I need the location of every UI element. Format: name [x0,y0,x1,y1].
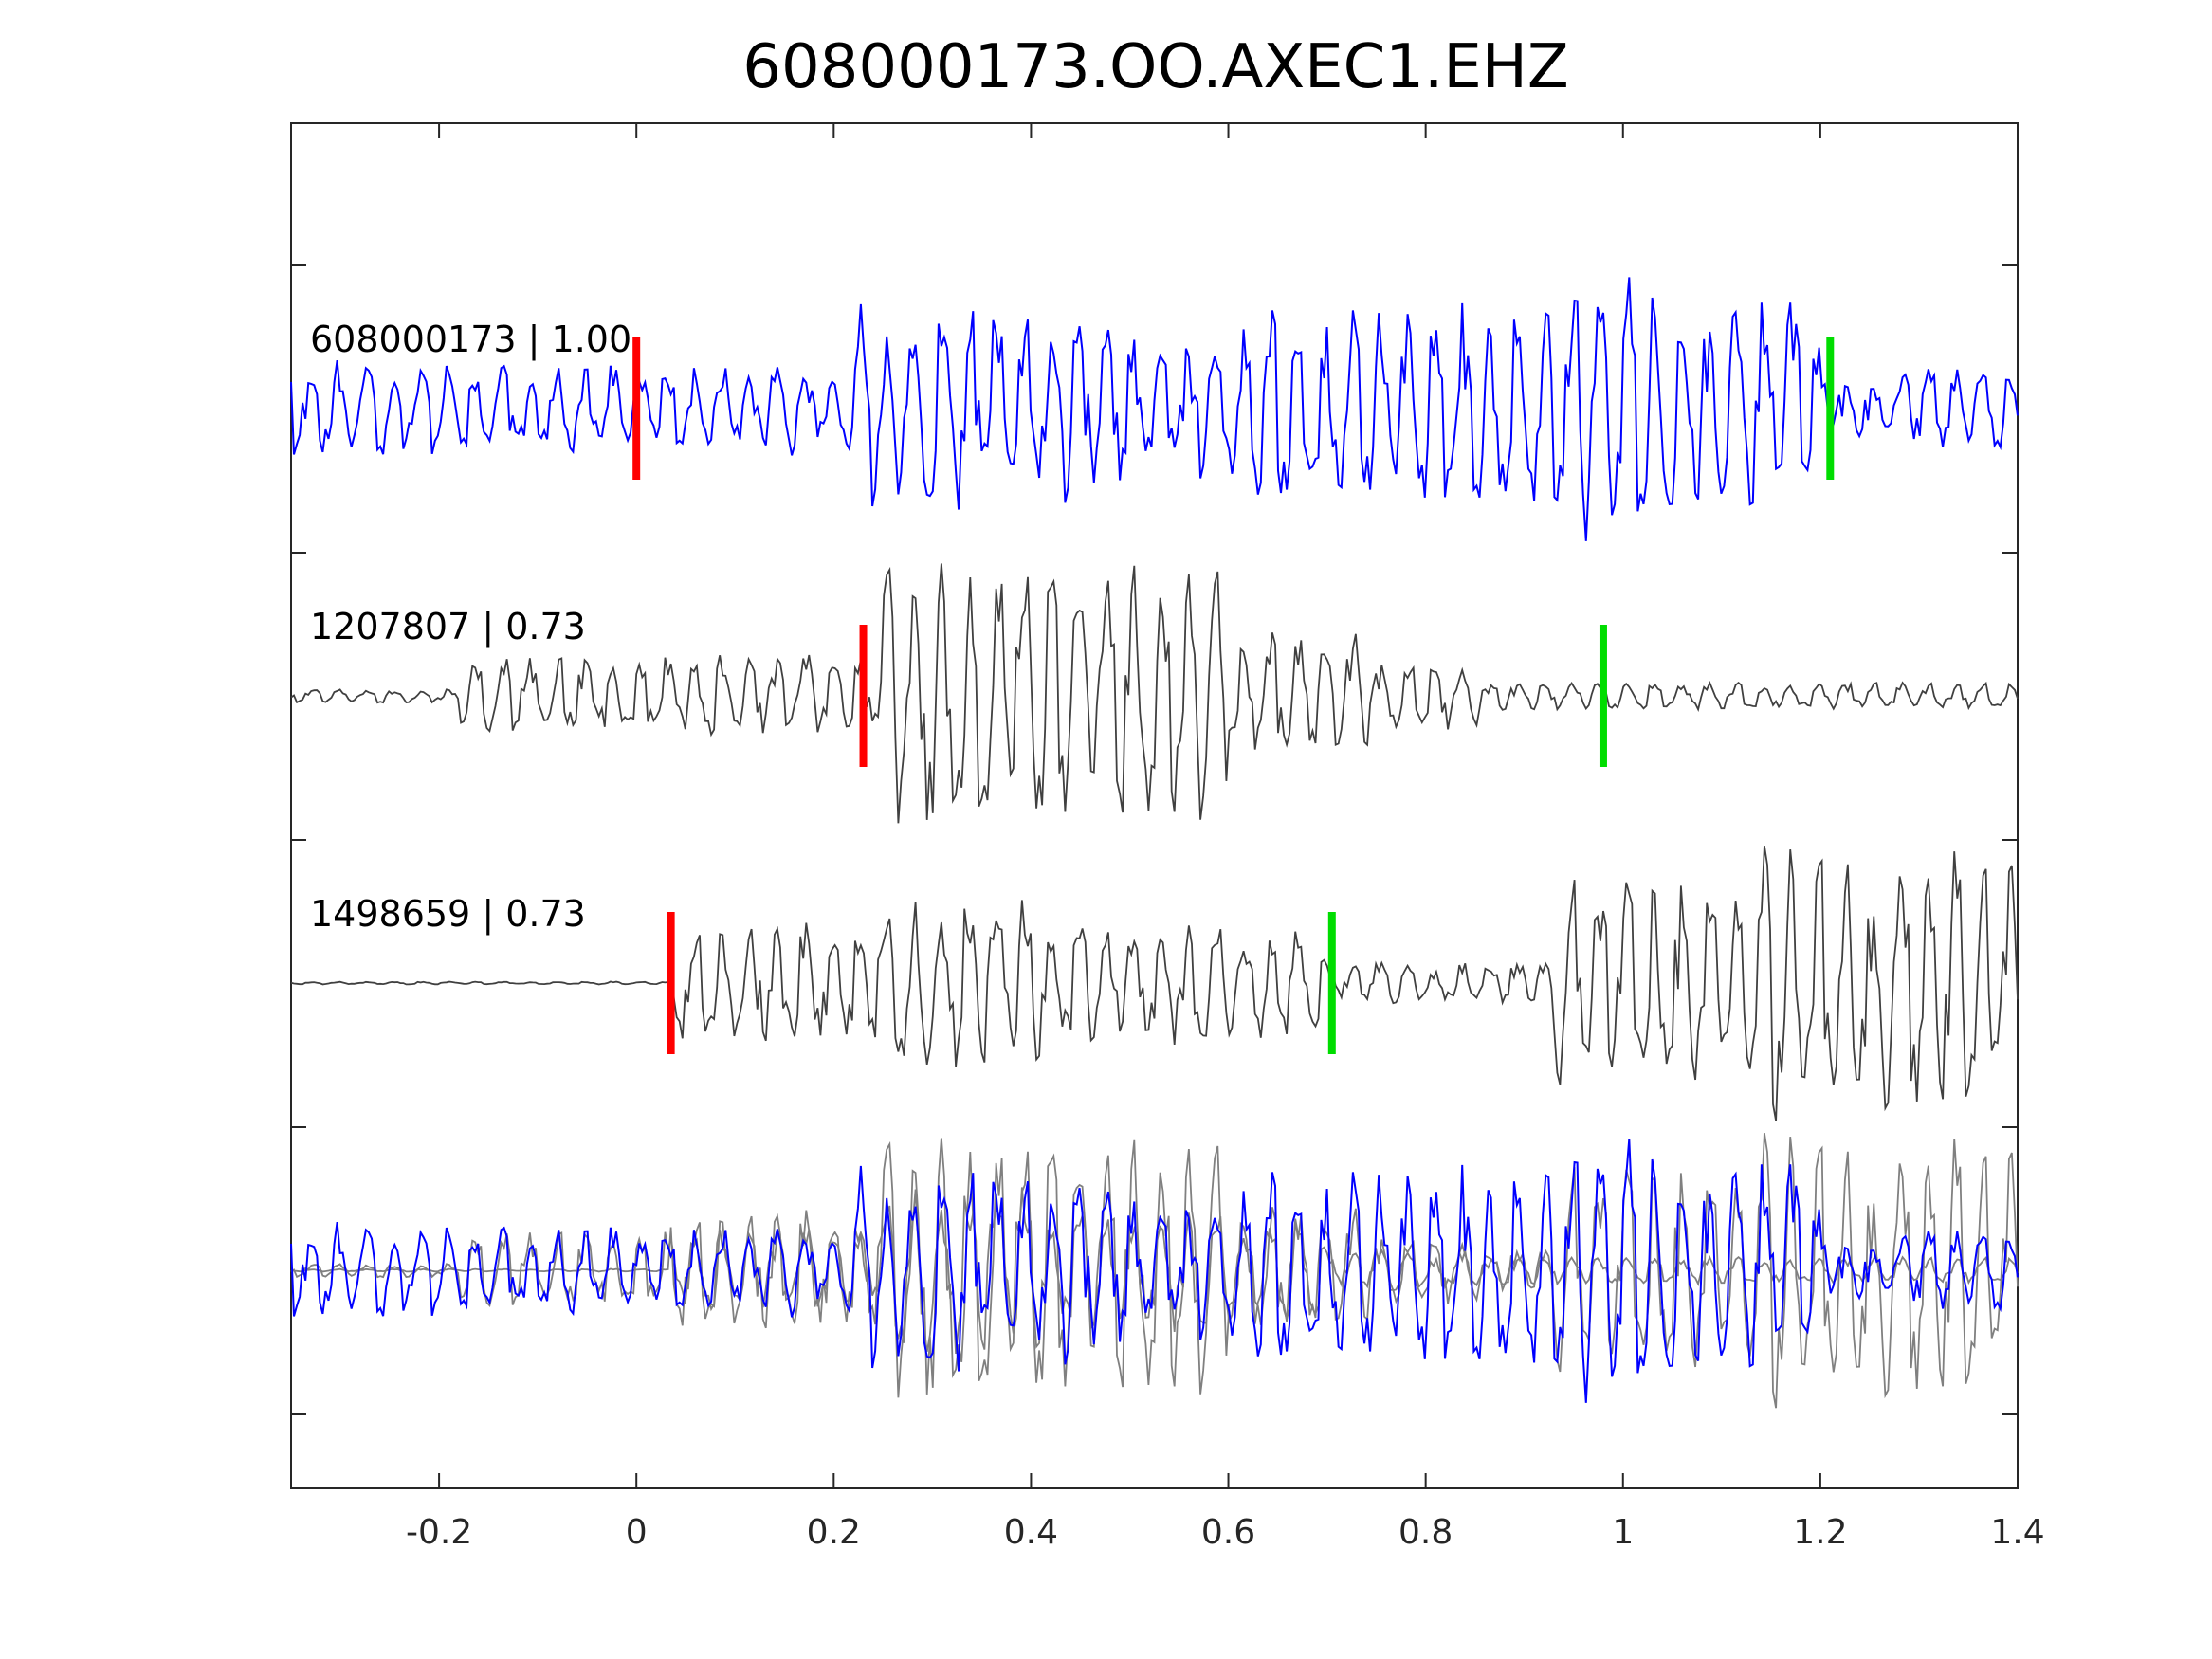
trace-label: 608000173 | 1.00 [310,319,631,361]
waveform-trace [290,277,2019,541]
x-tick-label: 0 [626,1513,648,1552]
waveform-trace [290,845,2019,1121]
x-tick-label: 0.4 [1004,1513,1058,1552]
chart-title: 608000173.OO.AXEC1.EHZ [742,32,1569,102]
x-tick-label: 1 [1612,1513,1634,1552]
x-tick-label: -0.2 [406,1513,472,1552]
x-tick-label: 0.2 [807,1513,861,1552]
axes-frame [290,122,2019,1489]
x-tick-label: 0.6 [1201,1513,1255,1552]
overlay-trace [290,1138,2019,1398]
x-tick-label: 0.8 [1398,1513,1453,1552]
plot-area: -0.2 0 0.2 0.4 0.6 0.8 1 1.2 1.4 608000173 | 1.00… [290,122,2045,1552]
trace-label: 1498659 | 0.73 [310,893,586,936]
x-tick-label: 1.4 [1990,1513,2044,1552]
x-tick-label: 1.2 [1793,1513,1847,1552]
trace-label: 1207807 | 0.73 [310,606,586,648]
overlay-trace [290,1139,2019,1403]
waveform-trace [290,563,2019,824]
